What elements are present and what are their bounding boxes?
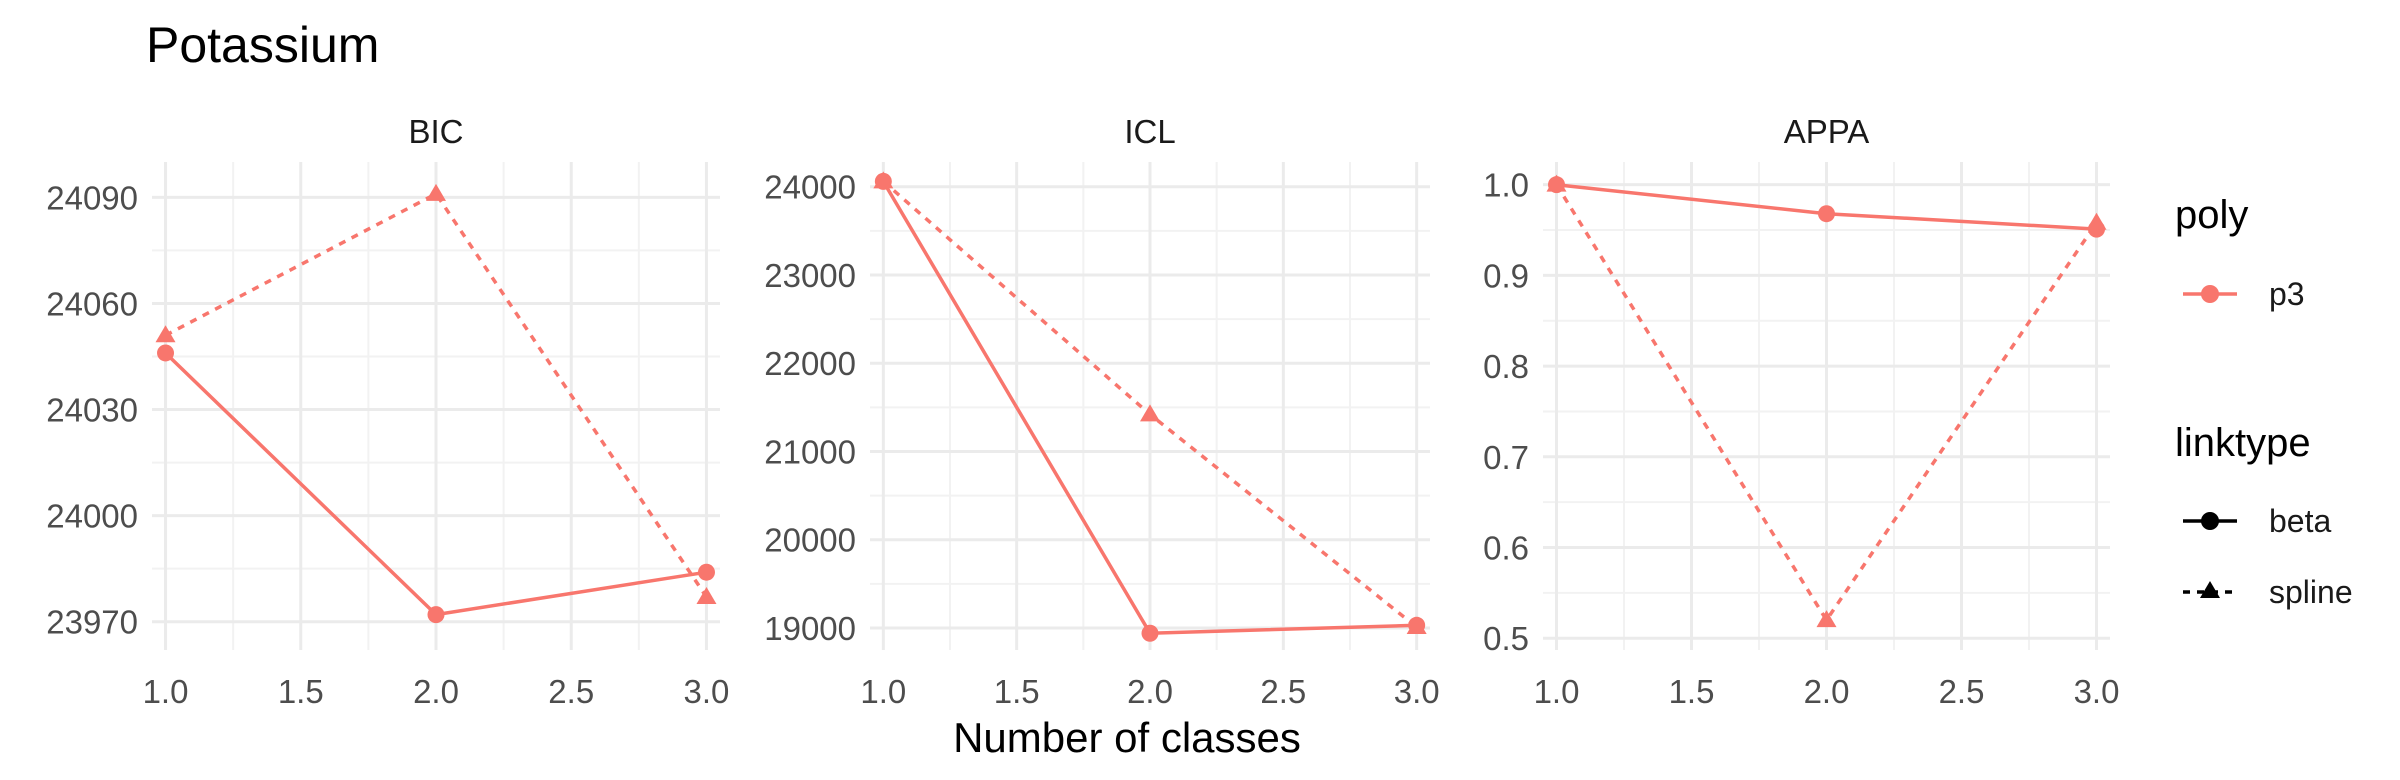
y-tick-label: 0.9 [1483, 257, 1529, 294]
y-tick-label: 23000 [764, 257, 856, 294]
data-point-beta [157, 344, 175, 362]
data-point-spline [2086, 212, 2107, 230]
x-tick-label: 2.0 [1127, 673, 1173, 710]
data-point-spline [1816, 610, 1837, 628]
data-point-spline [426, 183, 446, 201]
panel-title-bic: BIC [408, 113, 463, 150]
panel-appa: 1.0 1.5 2.0 2.5 3.0 0.5 0.6 0.7 0.8 0.9 1.0 APPA [1483, 113, 2119, 710]
legend-title-poly: poly [2175, 193, 2248, 237]
y-tick-label: 19000 [764, 610, 856, 647]
legend-key-beta-marker [2201, 512, 2219, 530]
x-tick-label: 2.0 [1804, 673, 1850, 710]
data-point-spline [1546, 174, 1567, 192]
y-tick-label: 0.6 [1483, 530, 1529, 567]
y-tick-label: 1.0 [1483, 167, 1529, 204]
data-point-beta [1818, 205, 1835, 223]
x-tick-label: 3.0 [2074, 673, 2120, 710]
facet-panels: 1.0 1.5 2.0 2.5 3.0 23970 24000 24030 24060 24090… [46, 113, 2119, 710]
legend-label-spline: spline [2269, 574, 2353, 610]
data-point-beta [1141, 624, 1159, 642]
legend-key-spline [2183, 581, 2237, 598]
series-line-spline [1555, 183, 2098, 624]
x-tick-label: 2.0 [413, 673, 459, 710]
legend-key-beta [2183, 512, 2237, 530]
data-point-spline [873, 171, 894, 189]
data-point-spline [696, 586, 717, 604]
legend-key-p3-marker [2201, 285, 2219, 303]
panel-bic: 1.0 1.5 2.0 2.5 3.0 23970 24000 24030 24060 24090… [46, 113, 729, 710]
y-tick-label: 0.8 [1483, 348, 1529, 385]
y-tick-label: 21000 [764, 433, 856, 470]
x-tick-label: 1.5 [1669, 673, 1715, 710]
series-line-spline [164, 191, 708, 598]
x-tick-label: 1.0 [860, 673, 906, 710]
x-tick-label: 1.0 [1534, 673, 1580, 710]
x-tick-label: 2.5 [548, 673, 594, 710]
data-point-spline [1406, 617, 1427, 635]
data-point-beta [427, 606, 445, 624]
panel-title-appa: APPA [1784, 113, 1870, 150]
x-tick-label: 3.0 [1394, 673, 1440, 710]
y-tick-label: 24000 [46, 498, 138, 535]
legend-key-spline-marker [2200, 581, 2220, 598]
y-tick-label: 20000 [764, 522, 856, 559]
x-tick-label: 1.5 [278, 673, 324, 710]
y-tick-label: 0.5 [1483, 620, 1529, 657]
legend-key-p3 [2183, 285, 2237, 303]
data-point-spline [155, 325, 176, 343]
x-tick-label: 1.5 [994, 673, 1040, 710]
legend-label-p3: p3 [2269, 276, 2305, 312]
y-tick-label: 24000 [764, 169, 856, 206]
panel-icl: 1.0 1.5 2.0 2.5 3.0 19000 20000 21000 22000 23000… [764, 113, 1439, 710]
y-tick-label: 0.7 [1483, 439, 1529, 476]
legend-title-linktype: linktype [2175, 421, 2311, 465]
y-tick-label: 22000 [764, 345, 856, 382]
chart-title: Potassium [146, 17, 379, 73]
x-tick-label: 3.0 [684, 673, 730, 710]
legend: poly p3 linktype beta spline [2175, 193, 2353, 610]
panel-title-icl: ICL [1124, 113, 1175, 150]
x-axis-title: Number of classes [953, 714, 1301, 761]
y-tick-label: 24090 [46, 179, 138, 216]
legend-label-beta: beta [2269, 503, 2331, 539]
y-tick-label: 23970 [46, 604, 138, 641]
data-point-spline [1140, 404, 1160, 422]
x-tick-label: 2.5 [1260, 673, 1306, 710]
y-tick-label: 24030 [46, 392, 138, 429]
x-tick-label: 1.0 [143, 673, 189, 710]
data-point-beta [697, 563, 715, 581]
y-tick-label: 24060 [46, 285, 138, 322]
x-tick-label: 2.5 [1939, 673, 1985, 710]
